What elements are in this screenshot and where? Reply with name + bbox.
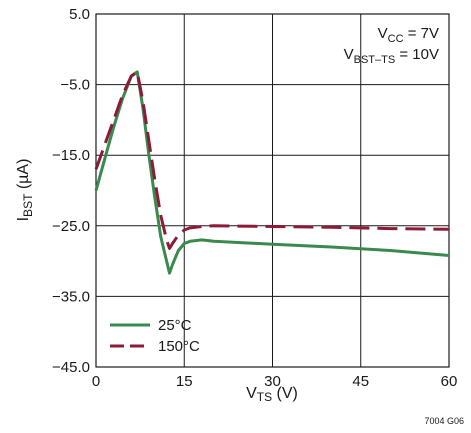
y-tick-labels: 5.0 −5.0 −15.0 −25.0 −35.0 −45.0 [52,6,90,376]
annotation-vbst-ts: VBST–TS = 10V [344,46,439,66]
y-axis-title: IBST (µA) [15,159,35,222]
annotation-vcc: VCC = 7V [378,25,439,45]
y-tick-label: −45.0 [52,359,90,376]
series-layer [94,70,450,275]
x-tick-label: 0 [92,373,100,390]
legend-label-150c: 150°C [158,338,200,355]
figure-id: 7004 G06 [424,416,464,426]
x-axis-title: VTS (V) [246,385,298,403]
grid [96,14,449,367]
x-tick-label: 45 [352,373,369,390]
y-tick-label: −35.0 [52,288,90,305]
x-tick-label: 60 [441,373,458,390]
y-tick-label: −5.0 [60,77,90,94]
y-tick-label: −15.0 [52,147,90,164]
x-tick-label: 15 [176,373,193,390]
x-tick-labels: 0 15 30 45 60 [92,373,458,390]
legend-label-25c: 25°C [158,317,192,334]
y-tick-label: 5.0 [69,6,90,23]
y-tick-label: −25.0 [52,218,90,235]
legend: 25°C 150°C [110,317,200,355]
x-tick-label: 30 [264,373,281,390]
series-line-150c [94,70,450,250]
